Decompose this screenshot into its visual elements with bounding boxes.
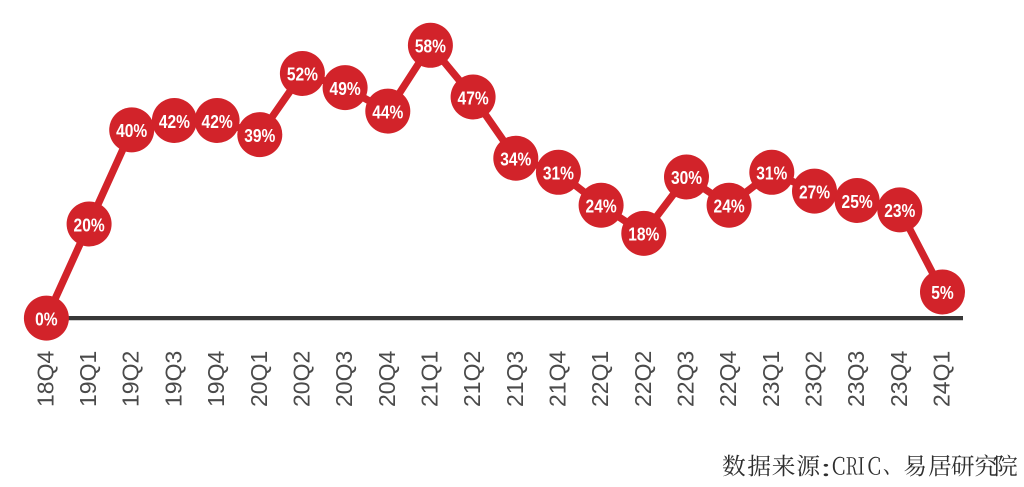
svg-text:24%: 24%: [714, 196, 745, 217]
svg-text:21Q4: 21Q4: [544, 351, 570, 407]
svg-text:19Q2: 19Q2: [118, 351, 144, 407]
svg-text:44%: 44%: [372, 102, 403, 123]
svg-text:19Q3: 19Q3: [160, 351, 186, 407]
svg-text:23Q4: 23Q4: [886, 351, 912, 407]
svg-text:58%: 58%: [415, 36, 446, 57]
svg-text:25%: 25%: [842, 192, 873, 213]
svg-text:49%: 49%: [330, 79, 361, 100]
svg-text:23Q1: 23Q1: [758, 351, 784, 407]
svg-text:24Q1: 24Q1: [929, 351, 955, 407]
svg-text:52%: 52%: [287, 64, 318, 85]
svg-text:23Q3: 23Q3: [843, 351, 869, 407]
svg-text:20%: 20%: [74, 215, 105, 236]
svg-text:22Q4: 22Q4: [715, 351, 741, 407]
svg-text:18%: 18%: [628, 224, 659, 245]
svg-text:20Q2: 20Q2: [288, 351, 314, 407]
svg-text:27%: 27%: [799, 182, 830, 203]
svg-text:20Q4: 20Q4: [374, 351, 400, 407]
svg-text:47%: 47%: [458, 88, 489, 109]
svg-text:31%: 31%: [543, 163, 574, 184]
svg-text:42%: 42%: [202, 112, 233, 133]
svg-text:34%: 34%: [500, 149, 531, 170]
svg-text:0%: 0%: [35, 309, 57, 330]
svg-text:5%: 5%: [931, 283, 953, 304]
svg-text:22Q3: 22Q3: [673, 351, 699, 407]
svg-text:22Q2: 22Q2: [630, 351, 656, 407]
svg-text:42%: 42%: [159, 112, 190, 133]
svg-text:19Q4: 19Q4: [203, 351, 229, 407]
svg-text:23%: 23%: [884, 201, 915, 222]
svg-text:39%: 39%: [244, 126, 275, 147]
svg-text:20Q1: 20Q1: [246, 351, 272, 407]
svg-text:19Q1: 19Q1: [75, 351, 101, 407]
svg-text:21Q2: 21Q2: [459, 351, 485, 407]
svg-text:24%: 24%: [586, 196, 617, 217]
svg-text:21Q1: 21Q1: [416, 351, 442, 407]
svg-text:23Q2: 23Q2: [801, 351, 827, 407]
svg-text:30%: 30%: [671, 168, 702, 189]
svg-text:21Q3: 21Q3: [502, 351, 528, 407]
svg-text:40%: 40%: [116, 121, 147, 142]
svg-text:31%: 31%: [756, 163, 787, 184]
svg-text:20Q3: 20Q3: [331, 351, 357, 407]
svg-text:22Q1: 22Q1: [587, 351, 613, 407]
svg-text:18Q4: 18Q4: [32, 351, 58, 407]
